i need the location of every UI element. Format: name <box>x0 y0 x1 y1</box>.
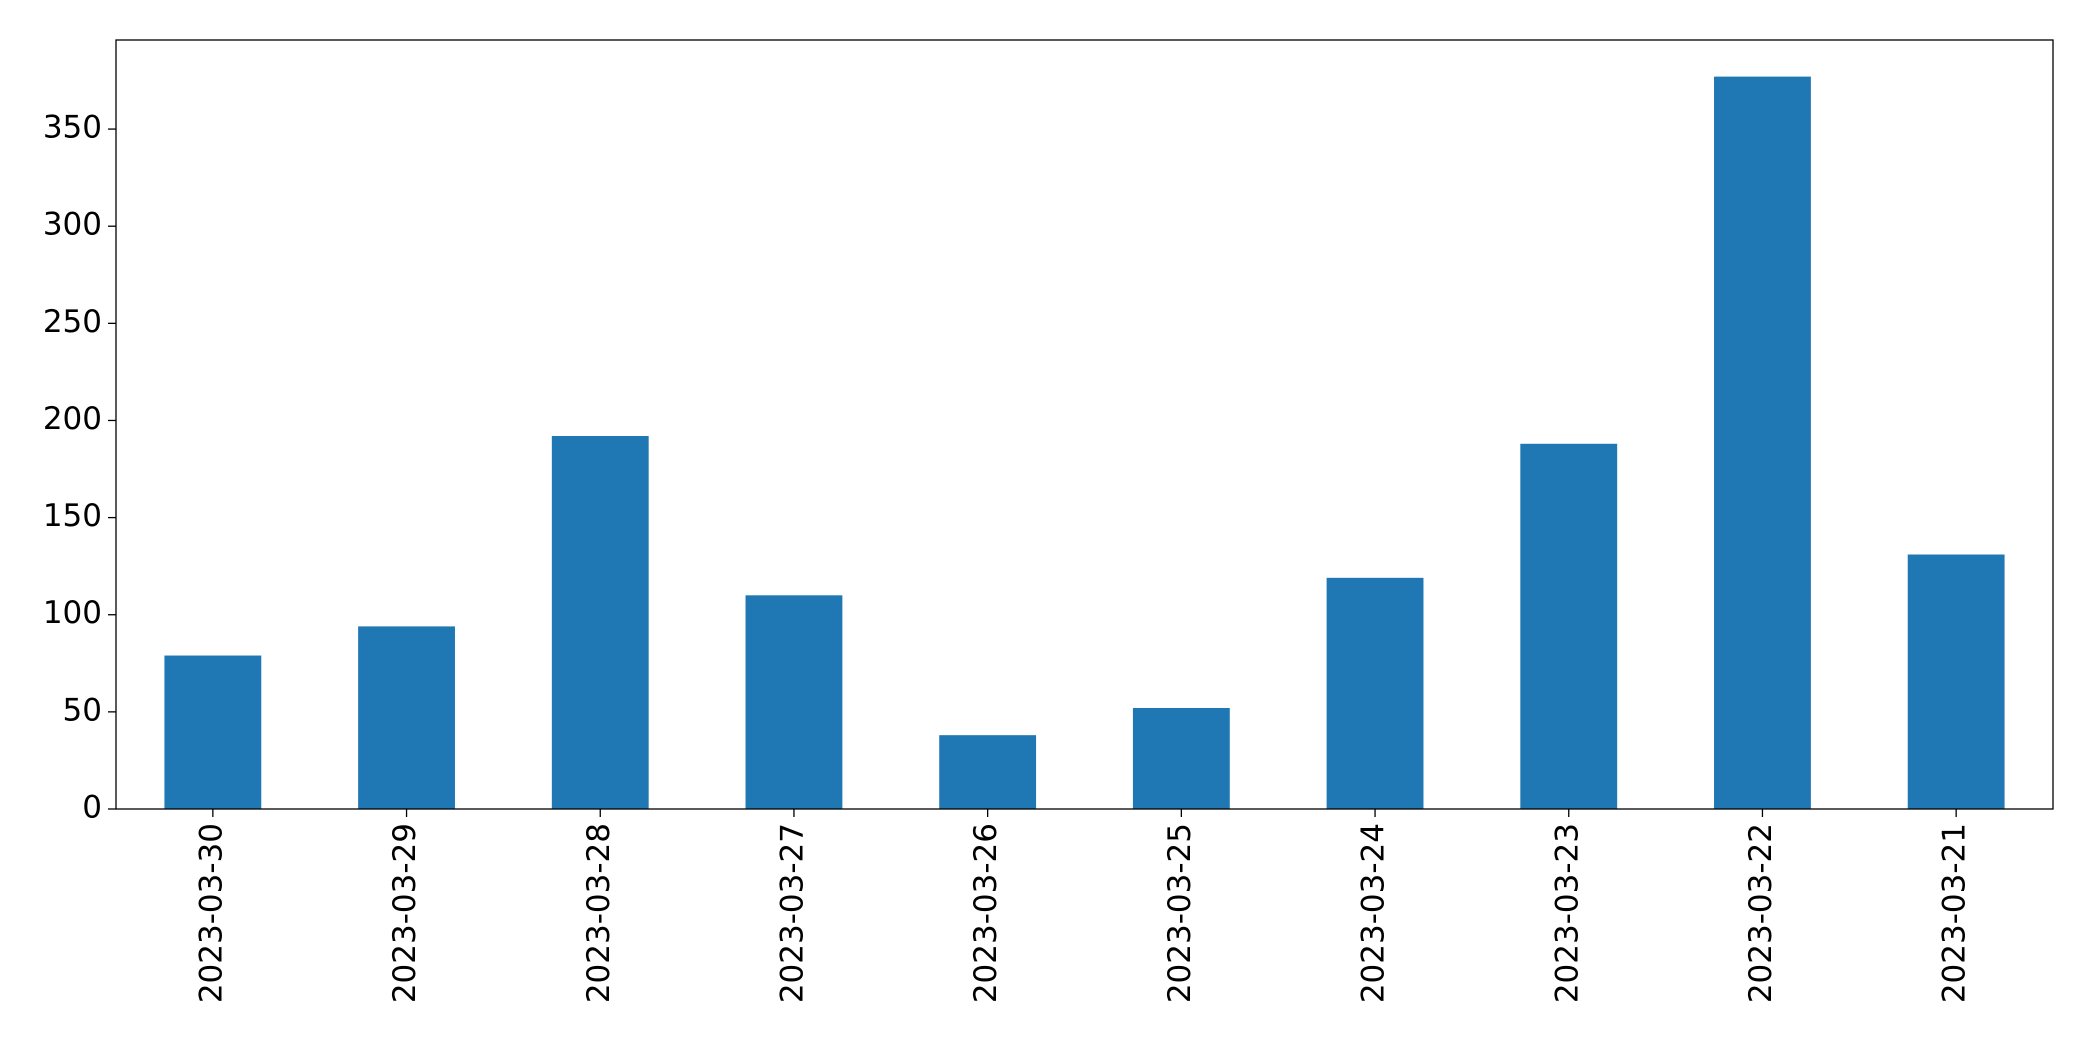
bar <box>939 735 1037 809</box>
x-tick-label: 2023-03-27 <box>774 823 810 1003</box>
bar <box>1132 707 1230 809</box>
y-tick-label: 50 <box>63 692 102 728</box>
bar <box>551 436 649 809</box>
y-tick-label: 350 <box>43 110 102 146</box>
bar <box>1907 554 2005 809</box>
bar <box>1326 577 1424 809</box>
y-tick-label: 0 <box>82 790 102 826</box>
y-tick-label: 250 <box>43 304 102 340</box>
y-tick-label: 150 <box>43 498 102 534</box>
plot-frame <box>115 39 2054 810</box>
y-tick-label: 300 <box>43 207 102 243</box>
bar <box>358 626 455 809</box>
y-tick-label: 100 <box>43 595 102 631</box>
x-tick-label: 2023-03-28 <box>581 823 617 1003</box>
x-tick-label: 2023-03-29 <box>387 823 423 1003</box>
bar <box>1714 76 1811 810</box>
x-tick-label: 2023-03-21 <box>1937 823 1973 1003</box>
x-tick-label: 2023-03-26 <box>968 823 1004 1003</box>
x-tick-label: 2023-03-23 <box>1549 823 1585 1003</box>
bar <box>745 595 843 809</box>
x-tick-label: 2023-03-25 <box>1162 823 1198 1003</box>
y-tick-label: 200 <box>43 401 102 437</box>
bar <box>1520 443 1618 809</box>
x-tick-label: 2023-03-30 <box>193 823 229 1003</box>
bar <box>164 655 262 809</box>
x-tick-label: 2023-03-22 <box>1743 823 1779 1003</box>
x-tick-label: 2023-03-24 <box>1356 823 1392 1003</box>
